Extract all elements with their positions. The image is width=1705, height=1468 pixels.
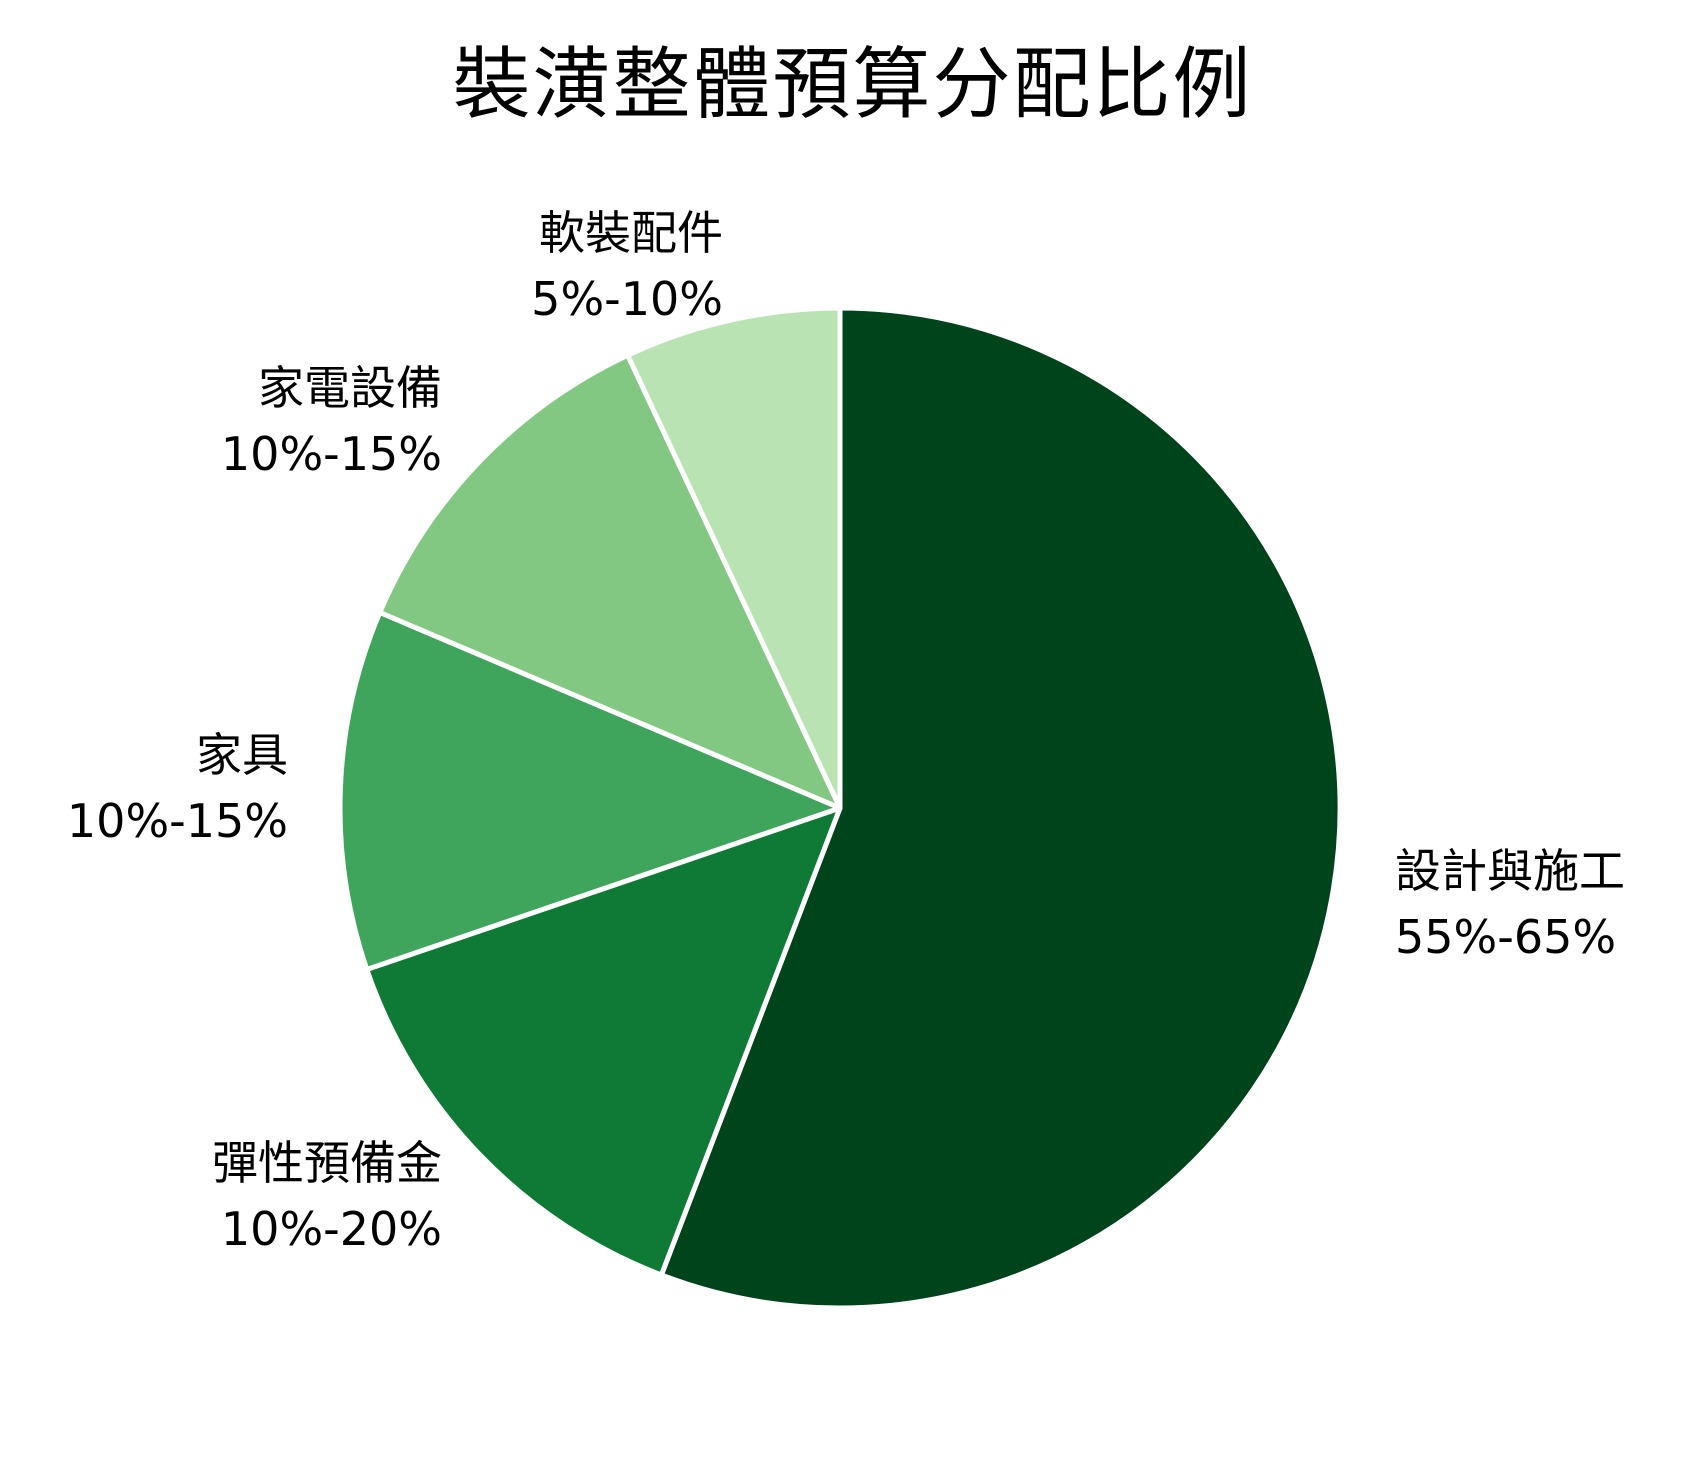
chart-title: 裝潢整體預算分配比例 [452,40,1253,130]
label-design-construction: 設計與施工 55%-65% [1395,838,1625,970]
slice-furniture [337,609,843,972]
label-contingency-fund: 彈性預備金 10%-20% [212,1130,442,1262]
label-appliances: 家電設備 10%-15% [221,355,442,487]
slice-soft-furnishings [625,305,843,811]
label-name: 家具 [196,728,288,782]
label-name: 彈性預備金 [212,1136,442,1190]
label-range: 10%-15% [220,427,442,481]
label-range: 55%-65% [1395,910,1617,964]
label-name: 設計與施工 [1395,844,1625,898]
label-range: 5%-10% [531,272,723,326]
label-range: 10%-20% [220,1202,442,1256]
slice-appliances [377,352,843,811]
label-name: 家電設備 [258,361,442,415]
slice-contingency-fund [364,805,843,1278]
slice-design-construction [658,305,1343,1311]
label-soft-furnishings: 軟裝配件 5%-10% [531,200,723,332]
label-name: 軟裝配件 [539,206,723,260]
label-furniture: 家具 10%-15% [67,722,288,854]
label-range: 10%-15% [66,794,288,848]
